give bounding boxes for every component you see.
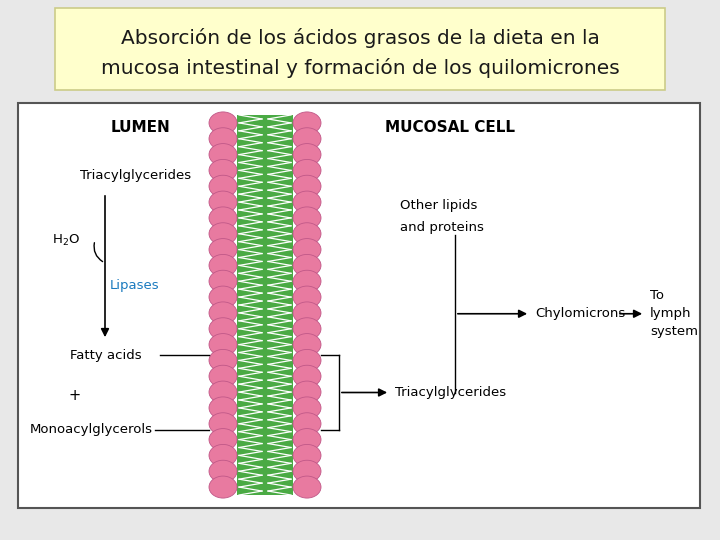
Text: Fatty acids: Fatty acids	[70, 348, 142, 361]
Ellipse shape	[293, 239, 321, 261]
Ellipse shape	[209, 476, 237, 498]
Ellipse shape	[293, 349, 321, 372]
Ellipse shape	[293, 128, 321, 150]
Text: mucosa intestinal y formación de los quilomicrones: mucosa intestinal y formación de los qui…	[101, 58, 619, 78]
Ellipse shape	[293, 460, 321, 482]
Ellipse shape	[293, 334, 321, 355]
Ellipse shape	[293, 302, 321, 324]
Ellipse shape	[293, 476, 321, 498]
Ellipse shape	[293, 318, 321, 340]
FancyBboxPatch shape	[55, 8, 665, 90]
Text: Triacylglycerides: Triacylglycerides	[80, 168, 191, 181]
Ellipse shape	[209, 334, 237, 355]
Text: system: system	[650, 325, 698, 338]
Ellipse shape	[293, 222, 321, 245]
Text: LUMEN: LUMEN	[110, 120, 170, 136]
FancyBboxPatch shape	[18, 103, 700, 508]
FancyArrowPatch shape	[94, 242, 103, 261]
Ellipse shape	[209, 381, 237, 403]
Text: and proteins: and proteins	[400, 221, 484, 234]
Ellipse shape	[293, 444, 321, 467]
Ellipse shape	[293, 413, 321, 435]
Ellipse shape	[293, 365, 321, 387]
Ellipse shape	[209, 413, 237, 435]
Ellipse shape	[209, 176, 237, 197]
Ellipse shape	[209, 318, 237, 340]
Text: Other lipids: Other lipids	[400, 199, 477, 212]
Text: H$_2$O: H$_2$O	[52, 232, 80, 247]
Ellipse shape	[293, 270, 321, 292]
Ellipse shape	[293, 191, 321, 213]
Ellipse shape	[293, 176, 321, 197]
Ellipse shape	[209, 159, 237, 181]
Text: MUCOSAL CELL: MUCOSAL CELL	[385, 120, 515, 136]
Ellipse shape	[293, 397, 321, 419]
Ellipse shape	[209, 365, 237, 387]
Ellipse shape	[209, 302, 237, 324]
Ellipse shape	[209, 128, 237, 150]
Ellipse shape	[209, 144, 237, 166]
Text: +: +	[68, 388, 80, 402]
Ellipse shape	[209, 254, 237, 276]
Ellipse shape	[293, 286, 321, 308]
Ellipse shape	[293, 159, 321, 181]
FancyBboxPatch shape	[237, 115, 293, 495]
Ellipse shape	[209, 239, 237, 261]
Text: lymph: lymph	[650, 307, 691, 320]
Ellipse shape	[209, 349, 237, 372]
Ellipse shape	[209, 112, 237, 134]
Text: To: To	[650, 289, 664, 302]
Ellipse shape	[209, 191, 237, 213]
Text: Absorción de los ácidos grasos de la dieta en la: Absorción de los ácidos grasos de la die…	[120, 28, 600, 48]
Ellipse shape	[293, 144, 321, 166]
Ellipse shape	[209, 286, 237, 308]
Ellipse shape	[293, 381, 321, 403]
Ellipse shape	[209, 429, 237, 450]
Text: Lipases: Lipases	[110, 279, 160, 292]
Ellipse shape	[209, 207, 237, 229]
Text: Chylomicrons: Chylomicrons	[535, 307, 625, 320]
Ellipse shape	[209, 460, 237, 482]
Text: Monoacylglycerols: Monoacylglycerols	[30, 423, 153, 436]
Ellipse shape	[209, 397, 237, 419]
Ellipse shape	[293, 112, 321, 134]
Ellipse shape	[209, 444, 237, 467]
Text: Triacylglycerides: Triacylglycerides	[395, 386, 506, 399]
Ellipse shape	[293, 207, 321, 229]
Ellipse shape	[209, 270, 237, 292]
Ellipse shape	[293, 429, 321, 450]
Ellipse shape	[209, 222, 237, 245]
Ellipse shape	[293, 254, 321, 276]
